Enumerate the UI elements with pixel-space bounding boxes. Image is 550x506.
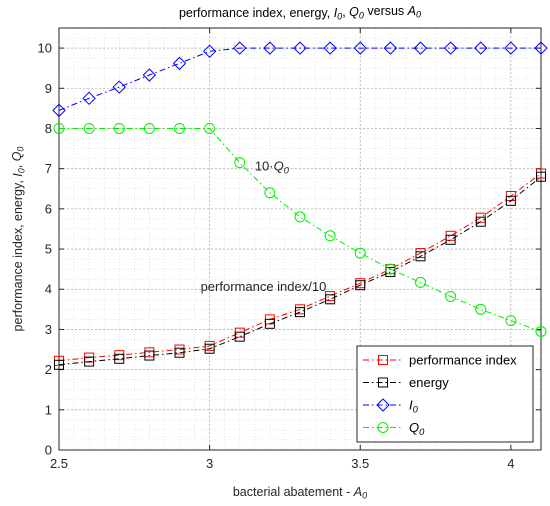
data-point bbox=[415, 251, 426, 262]
legend-label: performance index bbox=[409, 353, 517, 368]
data-point bbox=[353, 41, 367, 55]
data-point bbox=[264, 318, 275, 329]
legend-item: performance index bbox=[363, 353, 517, 368]
annotation: 10·Q0​ bbox=[255, 159, 290, 176]
data-point bbox=[53, 122, 65, 134]
data-point bbox=[474, 41, 488, 55]
data-point bbox=[144, 350, 155, 361]
y-tick-label: 9 bbox=[45, 81, 52, 96]
data-point bbox=[415, 276, 426, 288]
data-point bbox=[413, 41, 428, 55]
legend-marker bbox=[378, 377, 388, 388]
data-point bbox=[323, 41, 337, 55]
data-point bbox=[293, 41, 307, 55]
y-tick-label: 6 bbox=[45, 201, 52, 216]
data-point bbox=[172, 56, 187, 71]
axes-box bbox=[58, 27, 542, 451]
data-point bbox=[142, 68, 157, 82]
series-3 bbox=[53, 122, 547, 337]
data-point bbox=[52, 103, 66, 118]
data-point bbox=[355, 280, 366, 291]
y-tick-label: 5 bbox=[45, 242, 52, 257]
data-point bbox=[354, 247, 366, 259]
y-tick-label: 3 bbox=[45, 322, 52, 337]
data-point bbox=[324, 230, 336, 242]
data-point bbox=[114, 353, 125, 364]
data-point bbox=[174, 122, 185, 134]
data-point bbox=[83, 122, 95, 134]
y-tick-label: 8 bbox=[45, 121, 52, 136]
data-point bbox=[295, 307, 305, 318]
data-point bbox=[84, 356, 95, 367]
x-tick-label: 2.5 bbox=[50, 456, 68, 471]
y-tick-label: 2 bbox=[45, 362, 52, 377]
legend-item: Q0​ bbox=[363, 420, 425, 437]
data-point bbox=[112, 80, 126, 94]
data-point bbox=[204, 122, 216, 134]
data-point bbox=[504, 41, 518, 55]
data-point bbox=[202, 44, 217, 59]
legend-label: Q0​ bbox=[409, 420, 425, 437]
y-tick-label: 1 bbox=[45, 402, 52, 417]
data-point bbox=[505, 195, 516, 206]
data-point bbox=[234, 331, 245, 342]
x-tick-label: 3 bbox=[206, 456, 213, 471]
legend-item: I0​ bbox=[363, 398, 419, 415]
annotation: performance index/10 bbox=[201, 279, 327, 294]
legend-label: energy bbox=[409, 375, 449, 390]
data-point bbox=[445, 234, 456, 245]
data-point bbox=[383, 41, 398, 55]
y-tick-label: 7 bbox=[45, 161, 52, 176]
series-line bbox=[58, 173, 542, 362]
y-tick-label: 0 bbox=[45, 443, 52, 458]
data-point bbox=[113, 122, 125, 134]
data-point bbox=[143, 122, 155, 134]
legend-marker bbox=[378, 355, 388, 365]
y-tick-label: 4 bbox=[45, 282, 52, 297]
data-point bbox=[535, 325, 547, 337]
x-tick-label: 4 bbox=[507, 456, 514, 471]
data-point bbox=[54, 359, 64, 370]
series-1 bbox=[54, 171, 546, 370]
legend-item: energy bbox=[363, 375, 449, 390]
y-axis-label: performance index, energy, I0​, Q0​ bbox=[10, 147, 27, 332]
data-point bbox=[234, 157, 246, 169]
data-point bbox=[233, 41, 247, 55]
legend-marker bbox=[376, 398, 390, 412]
legend-box bbox=[356, 345, 534, 443]
series-line bbox=[58, 176, 542, 366]
data-point bbox=[204, 343, 215, 354]
legend: performance index energy I0​ Q0​ bbox=[356, 345, 534, 443]
chart-title: performance index, energy, I0​, Q0​ vers… bbox=[179, 4, 421, 22]
series-line bbox=[58, 47, 541, 111]
data-point bbox=[443, 41, 458, 55]
series-2 bbox=[52, 41, 548, 118]
data-point bbox=[536, 171, 546, 182]
x-tick-label: 3.5 bbox=[351, 456, 369, 471]
x-axis-label: bacterial abatement - A0​ bbox=[233, 485, 367, 501]
data-point bbox=[325, 294, 336, 305]
data-point bbox=[82, 91, 96, 106]
data-point bbox=[475, 303, 487, 315]
data-point bbox=[263, 41, 277, 55]
y-tick-label: 10 bbox=[38, 41, 52, 56]
data-point bbox=[174, 347, 185, 358]
data-point bbox=[445, 290, 457, 302]
data-point bbox=[264, 187, 276, 199]
legend-label: I0​ bbox=[409, 398, 419, 415]
data-point bbox=[534, 41, 548, 55]
data-point bbox=[294, 211, 306, 223]
data-point bbox=[505, 315, 517, 327]
legend-marker bbox=[377, 422, 389, 433]
data-point bbox=[475, 216, 486, 227]
data-point bbox=[384, 263, 396, 275]
